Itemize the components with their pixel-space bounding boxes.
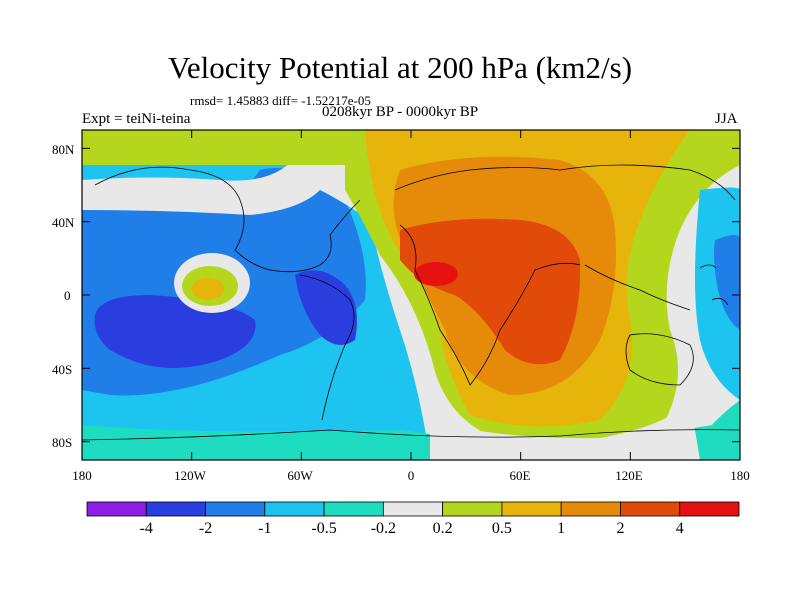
colorbar-label: -0.2 [370,520,397,537]
period-label: 0208kyr BP - 0000kyr BP [322,104,479,120]
coastlines [82,164,740,441]
lon-label: 180 [730,468,750,483]
lon-label: 120W [174,468,206,483]
colorbar-label: 4 [675,520,684,537]
lon-label: 180 [72,468,92,483]
plot-title: Velocity Potential at 200 hPa (km2/s) [167,50,633,85]
lon-label: 60W [287,468,313,483]
lat-label: 40N [52,215,75,230]
colorbar-label: 0.2 [432,520,453,537]
colorbar-swatch [382,501,444,517]
lat-label: 40S [52,362,73,377]
lat-label: 80N [52,142,75,157]
stats-text: rmsd= 1.45883 diff= -1.52217e-05 [190,93,371,108]
lat-label: 80S [52,435,73,450]
colorbar-swatch [86,501,147,517]
colorbar-label: -4 [139,520,153,537]
colorbar-swatch [442,501,503,517]
lon-label: 0 [407,468,415,483]
lon-label: 120E [615,468,643,483]
lat-label: 0 [64,288,71,303]
colorbar-swatch [560,501,621,517]
colorbar-label: 2 [616,520,625,537]
colorbar-label: 1 [557,520,566,537]
colorbar [86,501,740,517]
colorbar-label: 0.5 [491,520,512,537]
contour-field [82,130,740,460]
season-label: JJA [715,111,738,127]
colorbar-swatch [145,501,206,517]
lon-label: 60E [509,468,531,483]
colorbar-label: -1 [258,520,272,537]
colorbar-swatch [264,501,325,517]
colorbar-swatch [620,501,681,517]
colorbar-swatch [323,501,384,517]
colorbar-swatch [205,501,266,517]
colorbar-label: -0.5 [311,520,337,537]
colorbar-label: -2 [198,520,213,537]
colorbar-swatch [679,501,740,517]
colorbar-swatch [501,501,562,517]
experiment-label: Expt = teiNi-teina [82,111,191,127]
